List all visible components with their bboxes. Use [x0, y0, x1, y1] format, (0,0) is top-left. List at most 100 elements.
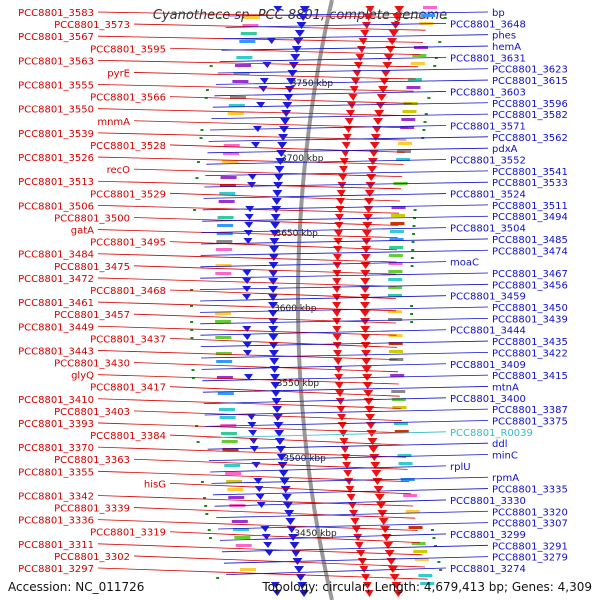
right-leader-line — [212, 102, 489, 108]
marker-dot — [438, 41, 442, 43]
forward-feature — [361, 238, 372, 245]
forward-feature — [385, 46, 396, 53]
right-feature-label: PCC8801_3299 — [450, 530, 526, 541]
reverse-feature — [242, 342, 252, 348]
gene-class-block — [400, 478, 415, 481]
reverse-feature — [251, 462, 261, 468]
reverse-feature — [268, 310, 279, 317]
gene-class-block — [389, 238, 404, 241]
marker-dot — [190, 289, 194, 291]
right-leader-line — [207, 147, 489, 154]
gene-class-block — [411, 542, 426, 545]
marker-dot — [190, 305, 194, 307]
marker-dot — [218, 17, 222, 19]
left-leader-line — [133, 410, 402, 421]
right-feature-label: ddl — [492, 439, 507, 450]
forward-feature — [360, 302, 371, 309]
reverse-feature — [280, 486, 291, 493]
label-leader-lines — [97, 11, 489, 580]
left-feature-label: PCC8801_3393 — [18, 419, 94, 430]
right-leader-line — [206, 159, 447, 165]
left-feature-label: PCC8801_3443 — [18, 346, 94, 357]
forward-feature — [332, 270, 342, 277]
reverse-feature — [288, 62, 299, 69]
forward-feature — [369, 454, 380, 461]
left-feature-label: PCC8801_3437 — [90, 334, 166, 345]
left-feature-label: PCC8801_3495 — [90, 238, 166, 249]
forward-feature — [335, 198, 345, 205]
reverse-feature — [263, 542, 273, 548]
gene-class-block — [389, 230, 404, 233]
gene-class-block — [403, 494, 418, 497]
forward-feature — [342, 134, 352, 141]
forward-feature — [373, 486, 384, 493]
right-leader-line — [204, 408, 489, 416]
gene-class-block — [388, 278, 403, 281]
forward-feature — [381, 534, 392, 541]
gene-class-block — [414, 558, 429, 561]
reverse-feature — [269, 374, 280, 381]
reverse-feature — [262, 62, 272, 68]
right-feature-label: PCC8801_3307 — [492, 519, 568, 530]
forward-feature — [360, 278, 371, 285]
forward-feature — [361, 358, 372, 365]
tick-label: 3600 kbp — [274, 304, 317, 314]
left-feature-label: PCC8801_3336 — [18, 516, 94, 527]
gene-class-block — [242, 24, 259, 27]
left-leader-line — [97, 253, 397, 263]
reverse-feature — [282, 102, 293, 109]
forward-feature — [364, 590, 374, 597]
marker-dot — [427, 97, 431, 99]
reverse-feature — [268, 278, 279, 285]
gene-class-block — [216, 248, 233, 251]
right-feature-label: PCC8801_3439 — [492, 314, 568, 325]
reverse-feature — [243, 374, 253, 380]
left-leader-line — [133, 313, 397, 324]
reverse-feature — [279, 126, 290, 133]
forward-feature — [346, 494, 356, 501]
reverse-feature — [273, 174, 284, 181]
right-feature-label: minC — [492, 451, 518, 462]
forward-feature — [364, 190, 375, 197]
marker-dot — [443, 17, 447, 19]
forward-feature — [361, 22, 371, 29]
reverse-feature — [288, 534, 299, 541]
reverse-feature — [243, 238, 253, 244]
left-feature-label: PCC8801_3403 — [54, 407, 130, 418]
right-leader-line — [206, 431, 447, 439]
left-feature-label: PCC8801_3342 — [18, 491, 94, 502]
right-leader-line — [214, 499, 447, 507]
gene-class-block — [243, 16, 260, 19]
forward-feature — [361, 230, 372, 237]
marker-dot — [411, 249, 415, 251]
marker-dot — [411, 233, 415, 235]
right-leader-line — [216, 510, 489, 518]
forward-feature — [332, 326, 342, 333]
forward-feature — [351, 526, 361, 533]
gene-class-block — [229, 96, 246, 99]
reverse-feature — [295, 574, 306, 581]
right-leader-line — [221, 45, 489, 51]
forward-feature — [363, 398, 374, 405]
right-feature-label: PCC8801_3415 — [492, 371, 568, 382]
reverse-feature — [270, 390, 281, 397]
reverse-feature — [249, 446, 259, 452]
gene-class-block — [388, 318, 403, 321]
forward-feature — [336, 414, 346, 421]
reverse-feature — [286, 78, 297, 85]
left-feature-label: recO — [107, 165, 131, 176]
left-leader-line — [169, 482, 412, 495]
forward-feature — [373, 118, 384, 125]
gene-class-block — [394, 430, 409, 433]
left-feature-label: PCC8801_3506 — [18, 201, 94, 212]
forward-feature — [334, 214, 344, 221]
forward-feature — [340, 446, 350, 453]
right-leader-line — [200, 272, 489, 279]
forward-feature — [365, 422, 376, 429]
left-feature-label: PCC8801_3370 — [18, 443, 94, 454]
forward-feature — [367, 158, 378, 165]
backbone-arc — [296, 0, 334, 600]
topology-text: Topology: circular; Length: 4,679,413 bp… — [262, 580, 592, 594]
forward-feature — [342, 462, 352, 469]
forward-feature — [333, 246, 343, 253]
